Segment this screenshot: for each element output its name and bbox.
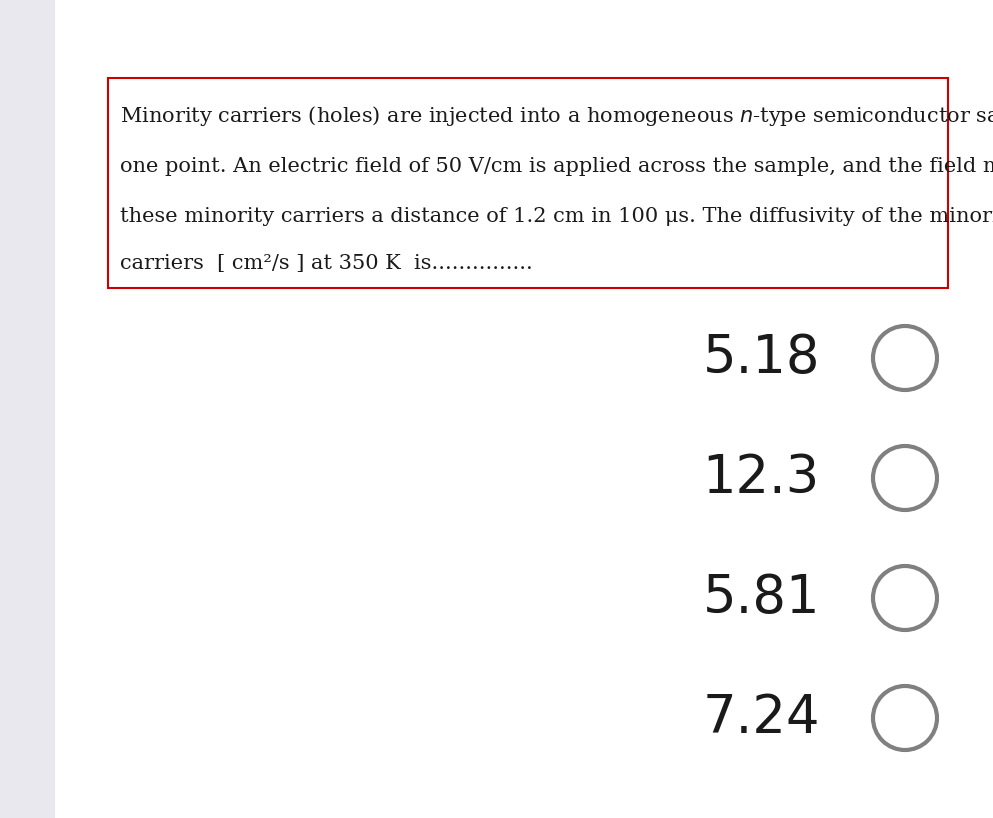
Text: 5.81: 5.81 [702, 572, 820, 624]
Text: 5.18: 5.18 [702, 332, 820, 384]
Text: these minority carriers a distance of 1.2 cm in 100 μs. The diffusivity of the m: these minority carriers a distance of 1.… [120, 206, 993, 226]
Text: 7.24: 7.24 [702, 692, 820, 744]
Text: 12.3: 12.3 [703, 452, 820, 504]
FancyBboxPatch shape [0, 0, 55, 818]
Text: Minority carriers (holes) are injected into a homogeneous $\it{n}$-type semicond: Minority carriers (holes) are injected i… [120, 104, 993, 128]
FancyBboxPatch shape [108, 78, 948, 288]
Text: one point. An electric field of 50 V/cm is applied across the sample, and the fi: one point. An electric field of 50 V/cm … [120, 156, 993, 176]
Text: carriers  [ cm²/s ] at 350 K  is...............: carriers [ cm²/s ] at 350 K is..........… [120, 254, 533, 272]
